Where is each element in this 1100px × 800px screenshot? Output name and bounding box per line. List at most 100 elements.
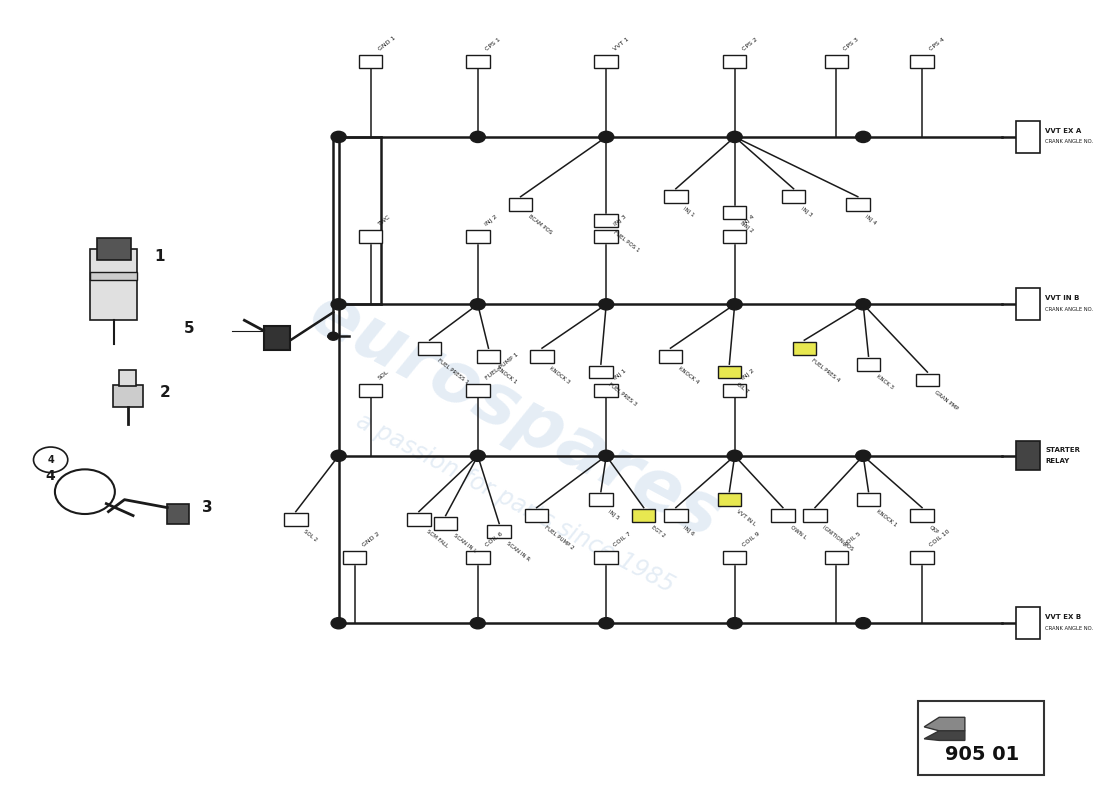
Bar xyxy=(917,702,1044,774)
Text: VVT EX B: VVT EX B xyxy=(1045,614,1081,620)
Text: 4: 4 xyxy=(46,469,55,482)
Bar xyxy=(803,510,827,522)
Bar xyxy=(825,551,848,564)
Circle shape xyxy=(856,131,871,142)
Text: SOL 2: SOL 2 xyxy=(302,529,318,543)
Bar xyxy=(911,510,934,522)
Bar xyxy=(590,494,613,506)
Bar xyxy=(631,510,656,522)
Bar xyxy=(723,384,747,397)
Text: CRANK ANGLE NO.: CRANK ANGLE NO. xyxy=(1045,306,1093,312)
Text: STARTER: STARTER xyxy=(1045,447,1080,454)
Text: FUEL POS 1: FUEL POS 1 xyxy=(613,230,640,254)
Text: VVT IN L: VVT IN L xyxy=(736,510,757,527)
Text: INJ 1: INJ 1 xyxy=(682,206,695,218)
Circle shape xyxy=(331,298,346,310)
Text: INJ 4: INJ 4 xyxy=(865,214,878,226)
Polygon shape xyxy=(924,731,965,741)
Text: 5: 5 xyxy=(184,321,194,336)
Text: 905 01: 905 01 xyxy=(945,746,1019,764)
Text: INJ 3: INJ 3 xyxy=(800,206,813,218)
Text: COIL 10: COIL 10 xyxy=(928,530,950,548)
Text: CRANK ANGLE NO.: CRANK ANGLE NO. xyxy=(1045,626,1093,630)
Bar xyxy=(466,384,490,397)
Text: FUEL PRESS 1: FUEL PRESS 1 xyxy=(436,358,469,385)
Text: INJ 6: INJ 6 xyxy=(682,525,695,537)
Bar xyxy=(771,510,794,522)
Bar xyxy=(119,370,136,386)
Bar xyxy=(1016,121,1040,153)
Text: INJ 2: INJ 2 xyxy=(741,222,755,234)
Circle shape xyxy=(727,131,742,142)
Bar xyxy=(167,504,189,523)
Bar xyxy=(723,230,747,243)
Text: 2: 2 xyxy=(160,385,170,399)
Bar xyxy=(911,55,934,67)
Text: KNOCK 1: KNOCK 1 xyxy=(495,366,517,385)
Text: INJ 4: INJ 4 xyxy=(741,214,756,227)
Bar xyxy=(359,384,383,397)
Bar xyxy=(659,350,682,362)
Text: 4: 4 xyxy=(47,454,54,465)
Bar xyxy=(723,206,747,219)
Text: OIL T: OIL T xyxy=(736,382,750,394)
Bar xyxy=(594,214,618,227)
Text: VVT IN B: VVT IN B xyxy=(1045,295,1079,301)
Circle shape xyxy=(331,450,346,462)
Bar xyxy=(407,514,431,526)
Bar xyxy=(717,494,741,506)
Text: a passion for parts since 1985: a passion for parts since 1985 xyxy=(352,410,679,598)
Circle shape xyxy=(598,618,614,629)
Bar xyxy=(594,384,618,397)
Bar xyxy=(857,358,880,370)
Text: KNOCK 1: KNOCK 1 xyxy=(874,510,898,528)
Circle shape xyxy=(331,131,346,142)
Circle shape xyxy=(598,131,614,142)
Bar xyxy=(466,551,490,564)
Bar xyxy=(509,198,532,211)
Text: RELAY: RELAY xyxy=(1045,458,1069,464)
Text: GND 2: GND 2 xyxy=(361,532,381,548)
Text: BCAM POS: BCAM POS xyxy=(527,214,552,236)
Bar xyxy=(1016,442,1040,470)
Circle shape xyxy=(856,450,871,462)
Bar xyxy=(418,342,441,354)
Text: SOL: SOL xyxy=(377,370,390,381)
Text: COIL 6: COIL 6 xyxy=(484,532,504,548)
Text: INJ 3: INJ 3 xyxy=(613,214,627,227)
Bar xyxy=(466,55,490,67)
Text: CPS 4: CPS 4 xyxy=(928,37,946,52)
Text: INJ 5: INJ 5 xyxy=(607,510,620,521)
Text: GND 1: GND 1 xyxy=(377,35,396,52)
Bar xyxy=(911,551,934,564)
Bar xyxy=(90,273,138,281)
Bar xyxy=(1016,288,1040,320)
Bar xyxy=(284,514,308,526)
Bar xyxy=(723,551,747,564)
Bar xyxy=(487,525,512,538)
Text: CRANK ANGLE NO.: CRANK ANGLE NO. xyxy=(1045,139,1093,144)
Text: FUEL PRES 4: FUEL PRES 4 xyxy=(811,358,840,383)
Bar xyxy=(590,366,613,378)
Bar xyxy=(782,190,805,203)
Bar xyxy=(717,366,741,378)
Text: COIL 5: COIL 5 xyxy=(843,532,862,548)
Bar xyxy=(264,326,290,350)
Circle shape xyxy=(727,618,742,629)
Text: TWC: TWC xyxy=(377,214,392,227)
Text: INJ 2: INJ 2 xyxy=(484,214,498,227)
Text: FUEL PUMP 2: FUEL PUMP 2 xyxy=(543,525,574,551)
Bar xyxy=(525,510,549,522)
Bar xyxy=(433,517,458,530)
Text: 3: 3 xyxy=(201,500,212,515)
Text: CPS 1: CPS 1 xyxy=(484,37,502,52)
Bar xyxy=(594,230,618,243)
Circle shape xyxy=(598,298,614,310)
Bar xyxy=(594,551,618,564)
Bar xyxy=(476,350,501,362)
Text: SCM FALL: SCM FALL xyxy=(426,529,449,549)
Text: eurospares: eurospares xyxy=(297,278,733,554)
Bar xyxy=(530,350,553,362)
Bar xyxy=(664,190,688,203)
Text: FUEL PUMP 1: FUEL PUMP 1 xyxy=(484,352,519,381)
